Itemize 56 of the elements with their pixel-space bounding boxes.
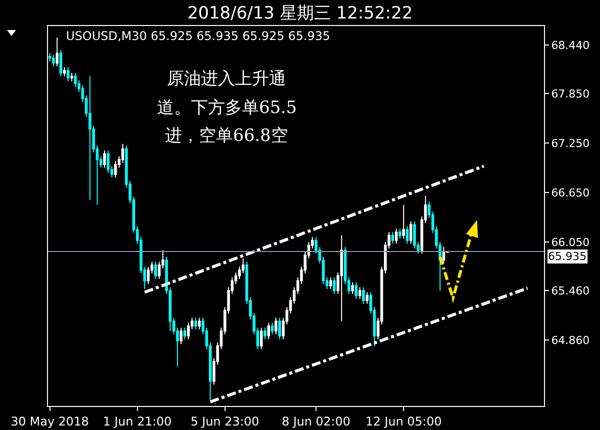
candlestick (267, 322, 270, 340)
y-tick-label: 66.650 (551, 186, 590, 200)
candlestick (260, 327, 263, 350)
y-tick-label: 65.460 (551, 284, 590, 298)
y-tick-label: 66.050 (551, 236, 590, 249)
candlestick (442, 246, 446, 264)
candlestick (146, 266, 150, 284)
candlestick (278, 317, 281, 340)
x-tick-label: 1 Jun 21:00 (103, 414, 172, 428)
candlestick (351, 282, 354, 294)
candlestick (362, 286, 365, 304)
candlestick (103, 150, 106, 168)
y-tick-label: 64.860 (551, 334, 590, 347)
candlestick (358, 286, 362, 300)
candlestick (329, 276, 332, 290)
candlestick (270, 322, 274, 335)
candlestick (106, 150, 110, 174)
candlestick (340, 234, 343, 322)
candlestick (394, 228, 398, 244)
annotation: 进，空单66.8空 (165, 126, 288, 146)
candlestick (274, 317, 278, 335)
candlestick (63, 66, 66, 77)
candlestick (198, 317, 201, 330)
candlestick (59, 49, 62, 77)
candlestick (194, 317, 198, 330)
annotation: 原油进入上升通 (167, 69, 286, 89)
candlestick (413, 220, 416, 250)
ref-line-label: 65.935 (548, 250, 586, 263)
x-tick-label: 30 May 2018 (10, 414, 89, 428)
candlestick (180, 327, 183, 345)
candlestick (398, 228, 402, 240)
candlestick (406, 226, 409, 244)
x-tick-label: 5 Jun 23:00 (190, 414, 260, 428)
candlestick (56, 37, 59, 67)
x-tick-label: 8 Jun 02:00 (282, 414, 350, 428)
candlestick (264, 327, 266, 340)
candlestick (154, 261, 157, 280)
candlestick (409, 220, 412, 244)
y-tick-label: 67.850 (551, 87, 590, 100)
x-tick-label: 12 Jun 05:00 (365, 414, 442, 428)
candlestick (183, 327, 186, 340)
candlestick (391, 232, 394, 244)
candlestick (402, 204, 405, 240)
candlestick (52, 54, 55, 67)
candlestick (88, 76, 92, 200)
chart-title: 2018/6/13 星期三 12:52:22 (187, 3, 413, 24)
annotation: 道。下方多单65.5 (157, 98, 297, 118)
y-tick-label: 67.250 (551, 136, 590, 150)
y-tick-label: 68.440 (551, 38, 590, 52)
candlestick (332, 276, 336, 294)
candlestick (187, 322, 190, 340)
candlestick (366, 292, 369, 304)
candlestick (354, 282, 358, 300)
candlestick (66, 66, 70, 82)
candlestick (70, 72, 74, 82)
chart-subtitle: USOUSD,M30 65.925 65.935 65.925 65.935 (66, 29, 330, 43)
